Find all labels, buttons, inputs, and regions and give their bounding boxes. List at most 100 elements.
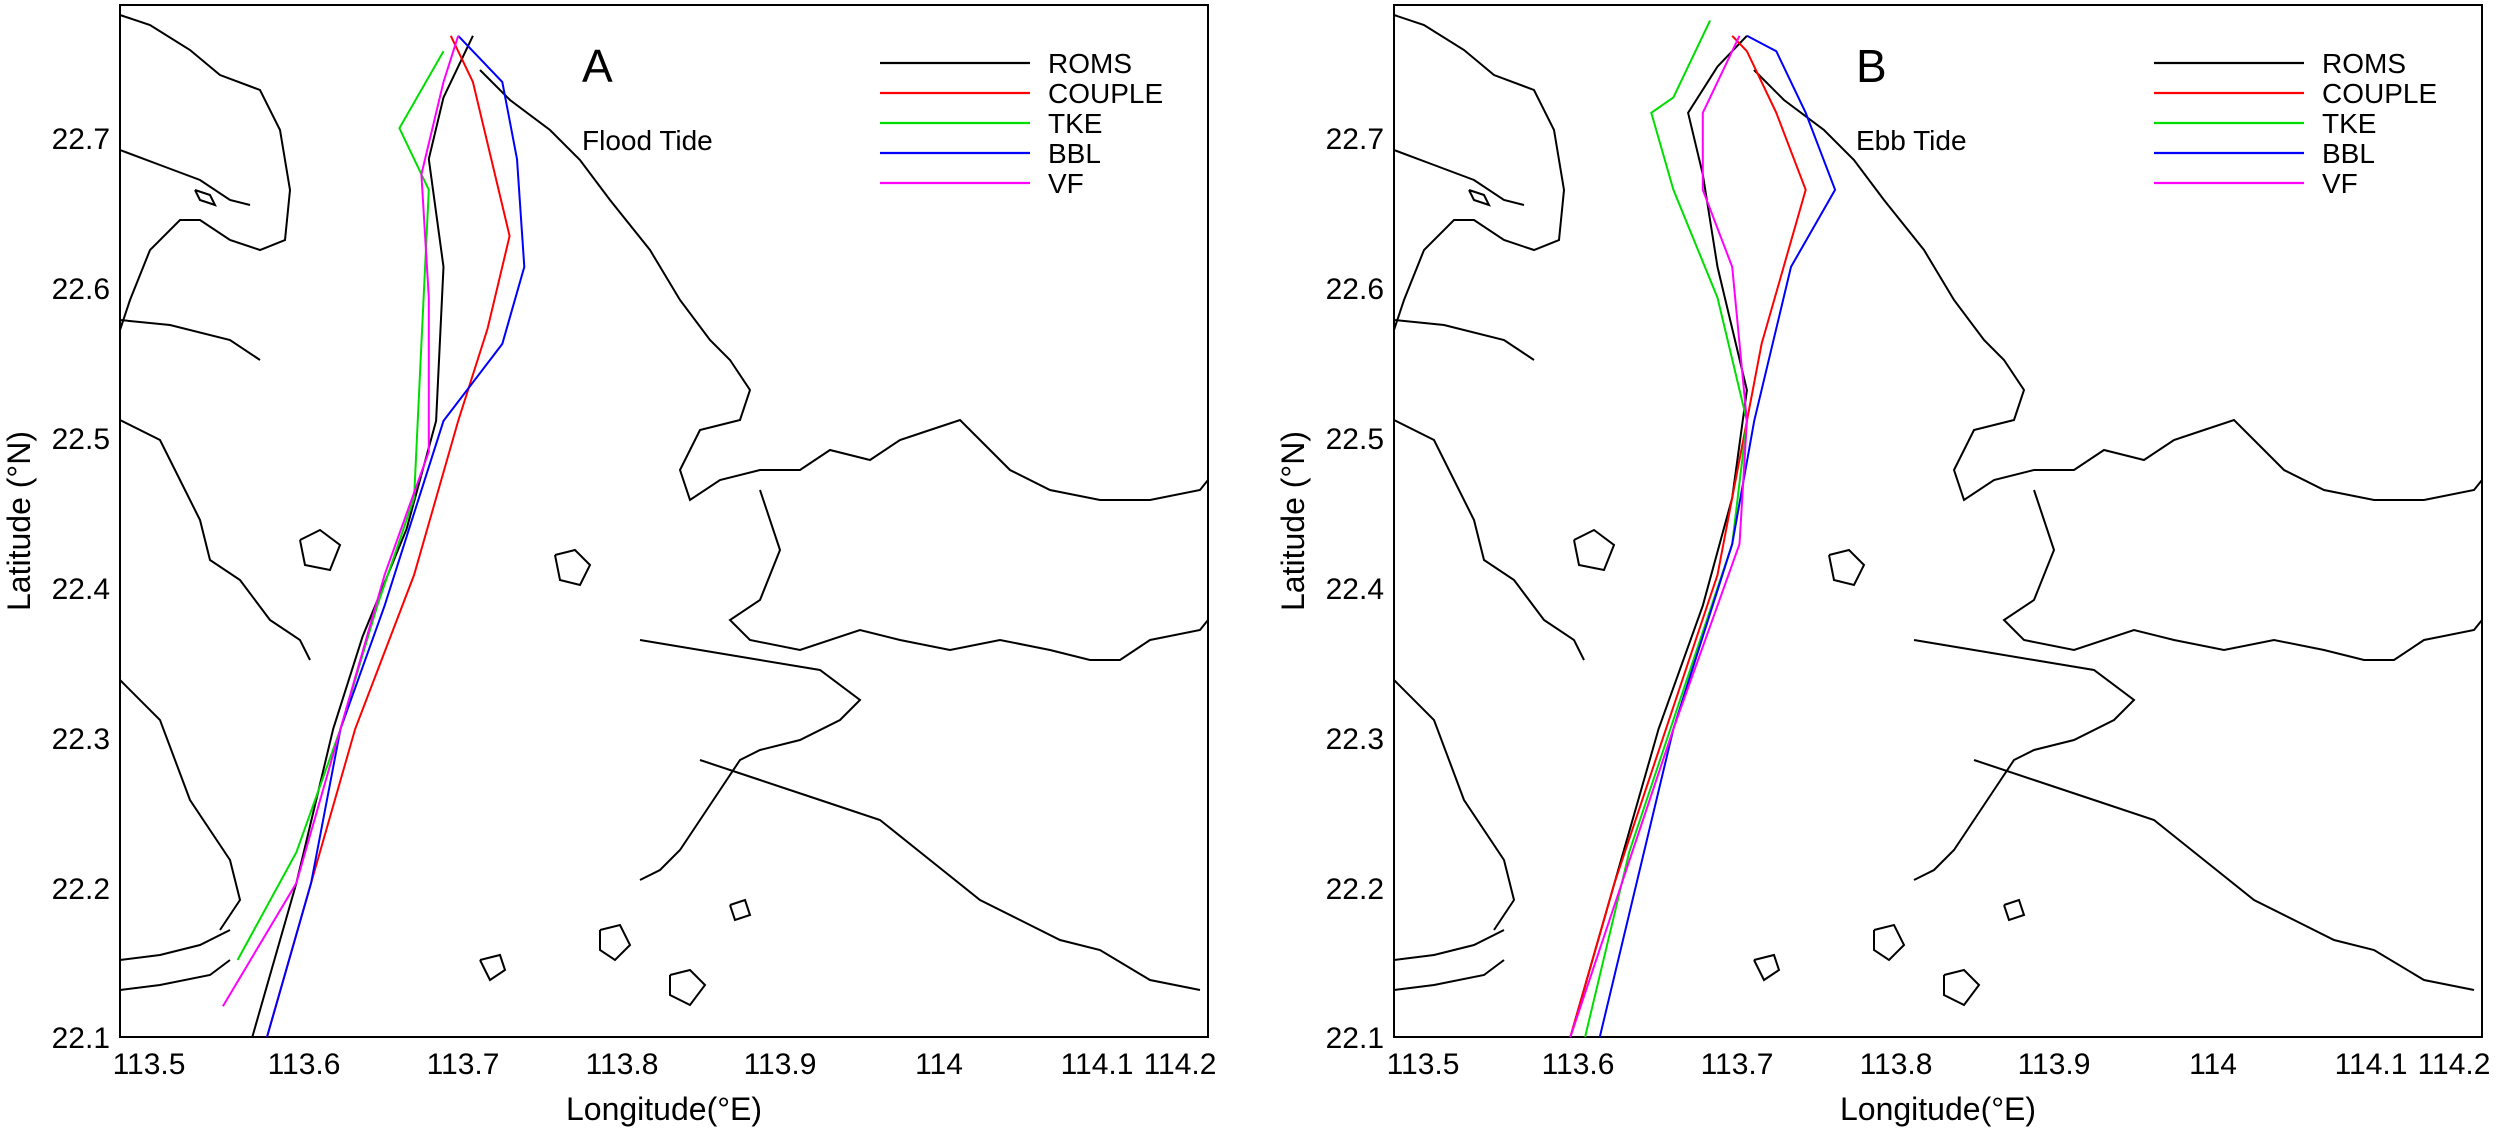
coast-west-peninsula [119,419,311,661]
coast-southwest-2 [119,959,231,991]
coast-east-bay [2002,489,2483,661]
coast-southwest-1 [1393,929,1505,961]
coast-hk-south [1973,759,2475,991]
panel-a-coastline [119,14,1209,1007]
panel-b-ylabel: Latitude (°N) [1275,431,1311,611]
panel-a-frame [119,4,1209,1038]
coast-hk-south [699,759,1201,991]
panel-a-tide: Flood Tide [582,125,713,156]
coast-east-bay [728,489,1209,661]
coast-lantau [1913,639,2136,881]
panel-a-label: A [582,40,613,92]
panel-b-frame [1393,4,2483,1038]
coast-west-island-1 [1468,189,1491,207]
panel-a: A Flood Tide ROMS COUPLE TKE BBL VF 113.… [1,4,1217,1127]
curve-vf-b [1569,35,1748,1038]
ytick-b-3: 22.3 [1326,723,1384,756]
ytick-b-6: 22.6 [1326,273,1384,306]
coast-island-2 [1828,548,1866,587]
ytick-a-3: 22.3 [52,723,110,756]
curve-roms-b [1569,35,1748,1038]
panel-a-xlabel: Longitude(°E) [566,1091,762,1127]
xtick-a-3: 113.7 [427,1048,500,1081]
curve-bbl-a [266,35,526,1038]
coast-southwest-1 [119,929,231,961]
coast-island-4 [1943,968,1981,1007]
curve-tke-a [236,50,445,961]
panel-b-curves [1569,19,1837,1038]
coast-island-1 [299,528,342,572]
coast-west-channel-2 [1393,319,1535,361]
xtick-b-6: 114 [2189,1048,2237,1081]
ytick-b-2: 22.2 [1326,873,1384,906]
xtick-b-3: 113.7 [1701,1048,1774,1081]
curve-couple-a [266,35,511,1038]
curve-couple-b [1569,35,1807,1038]
xtick-a-7: 114.1 [1061,1048,1134,1081]
coast-northwest [1393,14,1566,331]
ytick-a-2: 22.2 [52,873,110,906]
legend-b-vf-label: VF [2322,168,2358,199]
coast-island-2 [554,548,592,587]
ytick-b-1: 22.1 [1326,1022,1384,1055]
coast-west-channel-2 [119,319,261,361]
coast-island-3 [1873,923,1906,962]
xtick-a-6: 114 [915,1048,963,1081]
coast-west-lower [119,679,242,931]
panel-a-yticks: 22.1 22.2 22.3 22.4 22.5 22.6 22.7 [52,123,110,1055]
coast-island-1 [1573,528,1616,572]
xtick-a-2: 113.6 [268,1048,341,1081]
xtick-a-5: 113.9 [744,1048,817,1081]
panel-b-tide: Ebb Tide [1856,125,1967,156]
coast-island-6 [729,898,752,922]
ytick-a-1: 22.1 [52,1022,110,1055]
legend-b-couple-label: COUPLE [2322,78,2437,109]
curve-vf-a [222,35,460,1007]
xtick-a-8: 114.2 [1144,1048,1217,1081]
panel-b-xticks: 113.5 113.6 113.7 113.8 113.9 114 114.1 … [1387,1048,2491,1081]
ytick-b-4: 22.4 [1326,573,1384,606]
coast-east-main [1753,69,2483,502]
legend-a-couple-label: COUPLE [1048,78,1163,109]
coast-west-channel-1 [119,149,251,206]
panel-b-label: B [1856,40,1887,92]
coast-east-main [479,69,1209,502]
legend-a-tke-label: TKE [1048,108,1102,139]
legend-b-tke-label: TKE [2322,108,2376,139]
ytick-a-7: 22.7 [52,123,110,156]
panel-a-ylabel: Latitude (°N) [1,431,37,611]
coast-west-island-1 [194,189,217,207]
xtick-b-4: 113.8 [1860,1048,1933,1081]
ytick-a-6: 22.6 [52,273,110,306]
ytick-a-4: 22.4 [52,573,110,606]
xtick-a-4: 113.8 [586,1048,659,1081]
legend-a-vf-label: VF [1048,168,1084,199]
coast-west-lower [1393,679,1516,931]
coast-northwest [119,14,292,331]
coast-west-channel-1 [1393,149,1525,206]
legend-a-roms-label: ROMS [1048,48,1132,79]
panel-a-legend: ROMS COUPLE TKE BBL VF [880,48,1163,199]
panel-b-legend: ROMS COUPLE TKE BBL VF [2154,48,2437,199]
coast-island-5 [1753,953,1781,982]
legend-b-bbl-label: BBL [2322,138,2375,169]
coast-lantau [639,639,862,881]
curve-tke-b [1584,19,1748,1038]
ytick-b-5: 22.5 [1326,423,1384,456]
panel-b: B Ebb Tide ROMS COUPLE TKE BBL VF 113.5 … [1275,4,2491,1127]
panel-b-coastline [1393,14,2483,1007]
coast-island-4 [669,968,707,1007]
curve-bbl-b [1598,34,1837,1038]
panel-b-yticks: 22.1 22.2 22.3 22.4 22.5 22.6 22.7 [1326,123,1384,1055]
panel-a-xticks: 113.5 113.6 113.7 113.8 113.9 114 114.1 … [113,1048,1217,1081]
ytick-a-5: 22.5 [52,423,110,456]
coast-southwest-2 [1393,959,1505,991]
legend-b-roms-label: ROMS [2322,48,2406,79]
coast-island-5 [479,953,507,982]
panel-b-xlabel: Longitude(°E) [1840,1091,2036,1127]
coast-west-peninsula [1393,419,1585,661]
xtick-b-5: 113.9 [2018,1048,2091,1081]
coast-island-6 [2003,898,2026,922]
coast-island-3 [599,923,632,962]
